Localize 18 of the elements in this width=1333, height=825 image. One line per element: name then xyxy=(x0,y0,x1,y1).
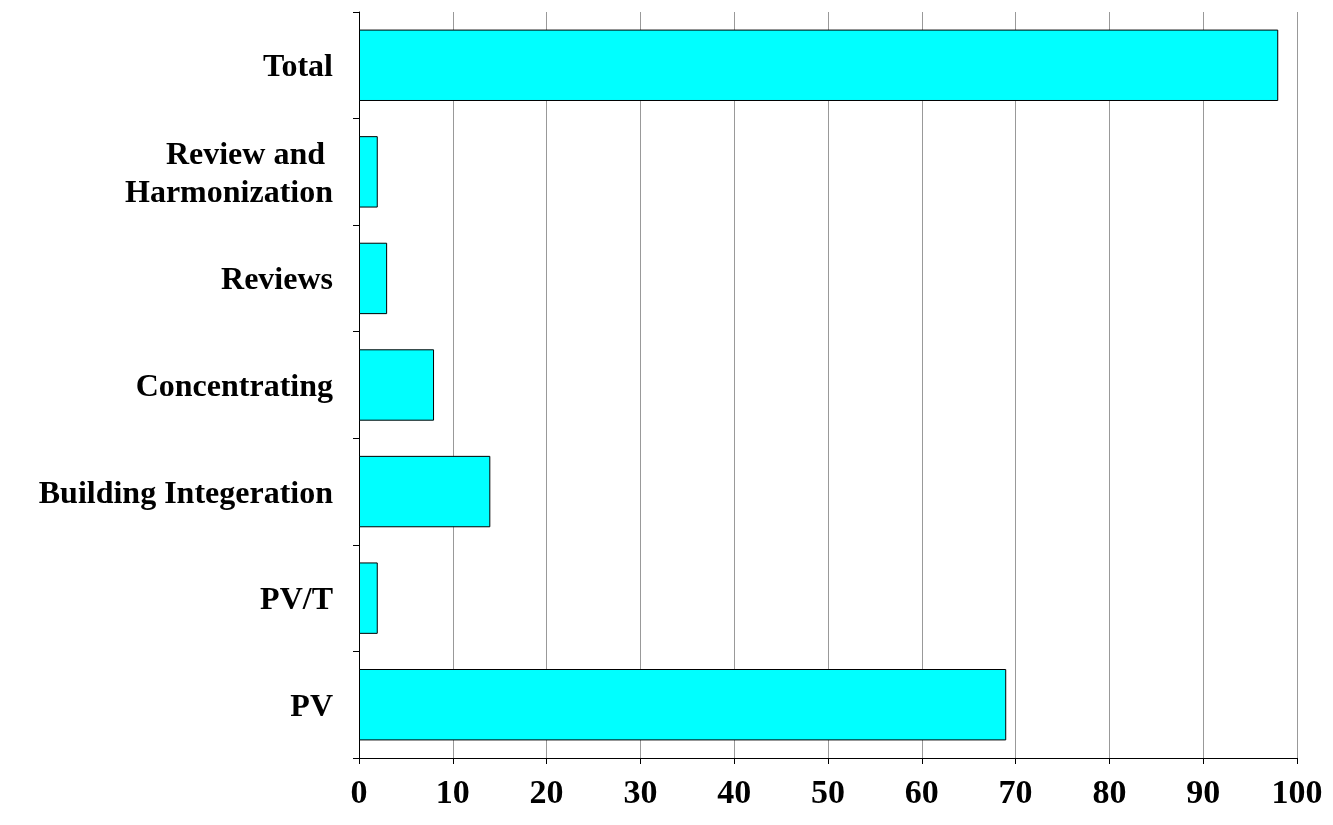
x-tick-label: 70 xyxy=(998,772,1033,810)
y-tick-label: Building Integeration xyxy=(38,473,334,510)
x-tick-label: 40 xyxy=(717,772,752,810)
x-tick-label: 20 xyxy=(529,772,564,810)
x-tick-label: 60 xyxy=(904,772,939,810)
x-tick-label: 100 xyxy=(1271,772,1323,810)
y-tick-label: PV/T xyxy=(260,580,333,617)
x-tick-label: 90 xyxy=(1186,772,1221,810)
y-tick-label: Concentrating xyxy=(135,367,333,403)
x-tick-label: 30 xyxy=(623,772,658,810)
y-tick-label: Reviews xyxy=(221,260,333,297)
x-tick-label: 10 xyxy=(435,772,470,810)
x-tick-label: 0 xyxy=(350,772,368,810)
y-tick-label: Review and Harmonization xyxy=(125,134,334,209)
y-tick-label: Total xyxy=(263,47,334,84)
y-tick-label: PV xyxy=(290,686,333,723)
x-tick-label: 80 xyxy=(1092,772,1127,810)
x-tick-label: 50 xyxy=(811,772,845,810)
